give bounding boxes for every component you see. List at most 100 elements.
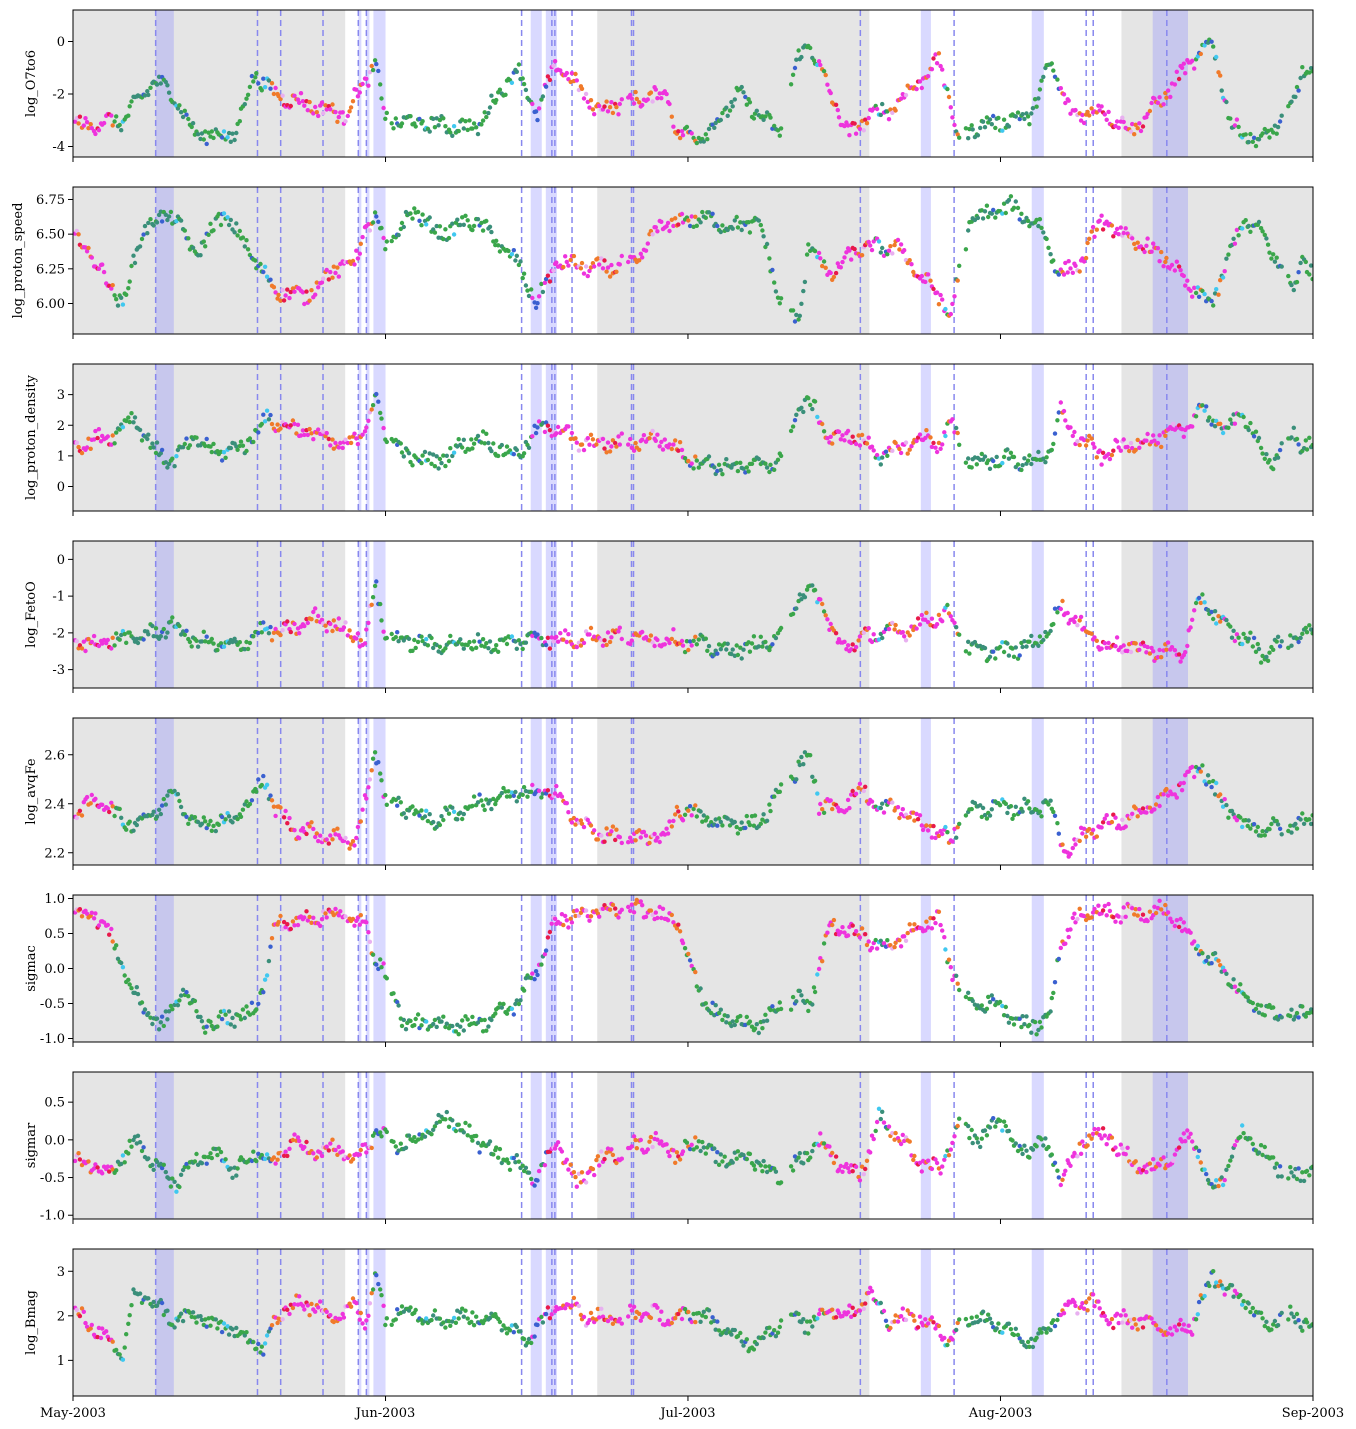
data-point <box>192 998 198 1004</box>
data-point <box>199 1019 205 1024</box>
data-point <box>1144 810 1149 815</box>
plot-area <box>73 364 1313 511</box>
data-point <box>360 432 365 437</box>
data-point <box>107 932 112 937</box>
data-point <box>165 217 170 223</box>
data-point <box>600 906 606 911</box>
data-point <box>1125 648 1130 654</box>
data-point <box>626 840 631 845</box>
data-point <box>366 83 371 88</box>
data-point <box>244 799 249 804</box>
data-point <box>929 67 935 72</box>
data-point <box>347 846 352 851</box>
data-point <box>352 843 357 848</box>
data-point <box>903 92 909 98</box>
data-point <box>880 455 885 460</box>
data-point <box>369 768 374 773</box>
data-point <box>540 94 546 99</box>
data-point <box>777 133 782 138</box>
data-point <box>100 433 105 439</box>
data-point <box>686 647 691 653</box>
data-point <box>706 643 712 649</box>
y-tick-label: 6.50 <box>36 228 65 243</box>
data-point <box>991 113 996 119</box>
data-point <box>581 96 587 101</box>
data-point <box>1005 641 1010 646</box>
data-point <box>370 952 376 957</box>
data-point <box>1289 643 1294 648</box>
data-point <box>938 922 943 928</box>
data-point <box>738 460 743 465</box>
data-point <box>107 1169 112 1174</box>
data-point <box>479 643 484 648</box>
data-point <box>264 973 270 978</box>
data-point <box>626 904 631 910</box>
data-point <box>427 129 432 134</box>
data-point <box>1310 631 1313 636</box>
data-point <box>898 242 904 247</box>
data-point <box>770 642 775 647</box>
data-point <box>189 124 194 130</box>
data-point <box>573 1174 578 1180</box>
data-point <box>264 274 270 279</box>
data-point <box>735 1149 741 1154</box>
data-point <box>437 224 443 229</box>
data-point <box>124 292 129 297</box>
data-point <box>1044 455 1049 460</box>
data-point <box>831 274 837 280</box>
data-point <box>1192 774 1197 780</box>
data-point <box>530 971 535 976</box>
data-point <box>810 406 815 412</box>
data-point <box>691 806 696 812</box>
data-point <box>796 759 801 764</box>
data-point <box>110 1167 115 1172</box>
data-point <box>653 438 658 443</box>
data-point <box>127 982 132 987</box>
data-point <box>1172 268 1178 273</box>
data-point <box>1025 799 1031 804</box>
data-point <box>583 91 589 97</box>
data-point <box>671 920 676 925</box>
data-point <box>555 639 561 644</box>
y-tick-label: -3 <box>52 663 65 678</box>
data-point <box>253 258 258 263</box>
data-point <box>184 436 189 441</box>
data-point <box>694 1145 699 1150</box>
data-point <box>890 620 895 626</box>
data-point <box>330 102 335 107</box>
data-point <box>588 432 594 437</box>
data-point <box>119 295 124 300</box>
data-point <box>1228 624 1233 629</box>
data-point <box>323 623 328 628</box>
data-point <box>866 239 871 245</box>
event-span <box>920 187 931 334</box>
data-point <box>792 65 798 71</box>
data-point <box>928 435 933 440</box>
data-point <box>554 783 559 789</box>
data-point <box>305 432 310 438</box>
y-tick-label: 0 <box>57 553 65 568</box>
data-point <box>645 241 650 246</box>
data-point <box>592 828 597 833</box>
data-point <box>234 221 239 226</box>
data-point <box>838 265 843 270</box>
data-point <box>1155 794 1161 800</box>
data-point <box>852 246 857 252</box>
data-point <box>184 814 189 819</box>
data-point <box>917 432 923 437</box>
data-point <box>355 915 361 920</box>
data-point <box>732 819 737 825</box>
data-point <box>311 437 316 442</box>
data-point <box>650 912 655 918</box>
data-point <box>955 132 960 137</box>
data-point <box>559 1149 565 1154</box>
y-tick-label: -2 <box>52 88 65 103</box>
data-point <box>943 947 948 952</box>
event-span <box>155 187 174 334</box>
data-point <box>797 762 802 768</box>
data-point <box>1001 454 1007 460</box>
data-point <box>925 272 931 277</box>
data-point <box>574 440 579 445</box>
data-point <box>137 244 143 249</box>
data-point <box>292 289 297 294</box>
